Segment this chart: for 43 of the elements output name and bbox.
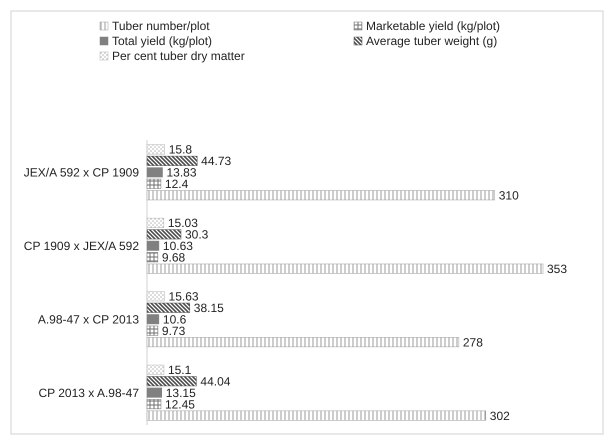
data-label: 12.45 bbox=[164, 397, 196, 412]
data-label: 302 bbox=[490, 408, 510, 423]
bar bbox=[146, 388, 162, 398]
data-label: 15.8 bbox=[168, 142, 192, 157]
y-tick-label: JEX/A 592 x CP 1909 bbox=[24, 166, 140, 180]
bar bbox=[146, 302, 190, 313]
bar bbox=[146, 167, 163, 178]
bar bbox=[146, 218, 164, 228]
y-tick-label: A.98-47 x CP 2013 bbox=[38, 312, 140, 326]
bar bbox=[146, 156, 198, 166]
data-label: 10.6 bbox=[162, 312, 187, 326]
bar bbox=[146, 337, 460, 348]
bar bbox=[146, 314, 160, 324]
bar bbox=[146, 190, 496, 200]
data-label: 15.03 bbox=[168, 216, 198, 230]
bar bbox=[146, 364, 164, 375]
y-tick-label: CP 1909 x JEX/A 592 bbox=[24, 238, 140, 253]
bar bbox=[146, 291, 165, 302]
legend-label: Per cent tuber dry matter bbox=[112, 49, 245, 64]
bar bbox=[146, 264, 544, 274]
data-label: 9.73 bbox=[162, 324, 186, 338]
legend-label: Average tuber weight (g) bbox=[366, 34, 498, 48]
data-label: 44.04 bbox=[200, 374, 231, 388]
legend-label: Total yield (kg/plot) bbox=[112, 34, 212, 48]
bar bbox=[146, 229, 182, 240]
bar bbox=[146, 240, 160, 251]
bar bbox=[146, 376, 197, 386]
bar bbox=[146, 252, 158, 262]
bar bbox=[146, 144, 165, 154]
data-label: 353 bbox=[547, 262, 568, 276]
bar bbox=[146, 326, 158, 336]
data-label: 9.68 bbox=[162, 250, 186, 264]
bar bbox=[146, 410, 486, 421]
y-tick-label: CP 2013 x A.98-47 bbox=[38, 386, 140, 400]
bar bbox=[146, 178, 162, 189]
data-label: 310 bbox=[498, 188, 520, 202]
data-label: 44.73 bbox=[201, 154, 232, 168]
data-label: 13.15 bbox=[166, 386, 196, 400]
data-label: 15.1 bbox=[168, 362, 192, 377]
legend-label: Marketable yield (kg/plot) bbox=[366, 19, 500, 34]
data-label: 278 bbox=[462, 335, 484, 350]
bar bbox=[146, 399, 162, 410]
legend-label: Tuber number/plot bbox=[112, 19, 210, 34]
